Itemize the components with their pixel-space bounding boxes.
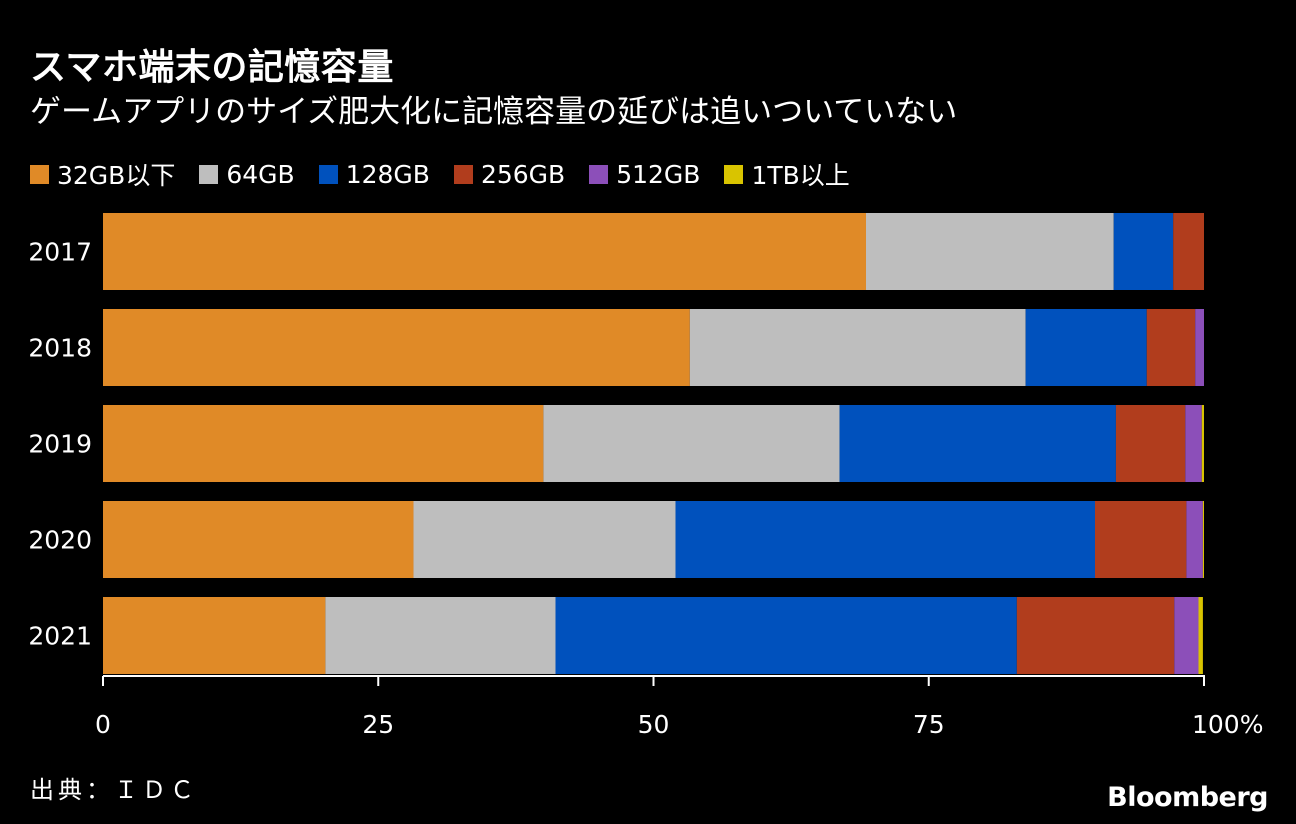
legend-swatch: [453, 164, 473, 184]
chart-title: スマホ端末の記憶容量: [30, 47, 394, 88]
legend-label: 64GB: [226, 159, 295, 189]
legend-swatch: [30, 164, 49, 184]
bar-segment: [103, 405, 544, 482]
legend-label: 512GB: [616, 159, 701, 189]
bar-segment: [839, 405, 1116, 482]
bar-segment: [555, 597, 1017, 674]
bar-segment: [325, 597, 556, 674]
bar-segment: [1146, 309, 1196, 386]
bar-segment: [689, 309, 1026, 386]
legend-item: 1TB以上: [724, 156, 850, 192]
bloomberg-logo: Bloomberg: [1107, 782, 1268, 813]
legend-swatch: [589, 164, 609, 184]
bar-segment: [103, 309, 690, 386]
x-tick-label: 25: [362, 710, 394, 739]
legend-label: 32GB以下: [57, 161, 176, 190]
category-label: 2020: [28, 526, 92, 555]
category-label: 2021: [28, 622, 92, 651]
category-label: 2019: [28, 430, 92, 459]
bar-segment: [1195, 309, 1204, 386]
legend-item: 64GB: [199, 159, 295, 189]
bar-segment: [1198, 597, 1203, 674]
bar-segment: [1202, 501, 1204, 578]
bar-segment: [1025, 309, 1147, 386]
legend-item: 512GB: [589, 160, 700, 189]
bar-segment: [1186, 501, 1203, 578]
legend-item: 128GB: [318, 159, 430, 189]
legend-item: 32GB以下: [30, 156, 175, 192]
legend-swatch: [724, 164, 744, 184]
bar-segment: [1115, 405, 1186, 482]
bar-segment: [865, 213, 1114, 290]
bar-segment: [1174, 597, 1199, 674]
legend-label: 256GB: [480, 159, 566, 189]
x-tick-label: 0: [95, 710, 111, 739]
legend-swatch: [318, 164, 338, 184]
bar-segment: [1016, 597, 1175, 674]
source-note: 出典：ＩＤＣ: [30, 776, 198, 804]
bar-segment: [1201, 405, 1204, 482]
category-label: 2017: [28, 238, 92, 267]
bar-segment: [543, 405, 840, 482]
legend-swatch: [199, 164, 219, 184]
bar-segment: [413, 501, 676, 578]
bar-segment: [1113, 213, 1174, 290]
bar-segment: [675, 501, 1096, 578]
category-label: 2018: [28, 334, 92, 363]
chart-legend: 32GB以下 64GB 128GB 256GB 512GB 1TB以上: [30, 156, 874, 192]
bar-segment: [1185, 405, 1202, 482]
legend-label: 1TB以上: [751, 161, 850, 190]
legend-label: 128GB: [345, 159, 430, 189]
bar-segment: [1095, 501, 1187, 578]
chart-subtitle: ゲームアプリのサイズ肥大化に記憶容量の延びは追いついていない: [30, 94, 958, 130]
bar-segment: [1173, 213, 1204, 290]
x-tick-label: 50: [638, 710, 670, 739]
bar-segment: [103, 213, 866, 290]
bar-segment: [103, 597, 326, 674]
legend-item: 256GB: [453, 159, 566, 189]
x-tick-label: 100%: [1192, 710, 1263, 739]
x-tick-label: 75: [913, 710, 945, 739]
bar-segment: [103, 501, 414, 578]
